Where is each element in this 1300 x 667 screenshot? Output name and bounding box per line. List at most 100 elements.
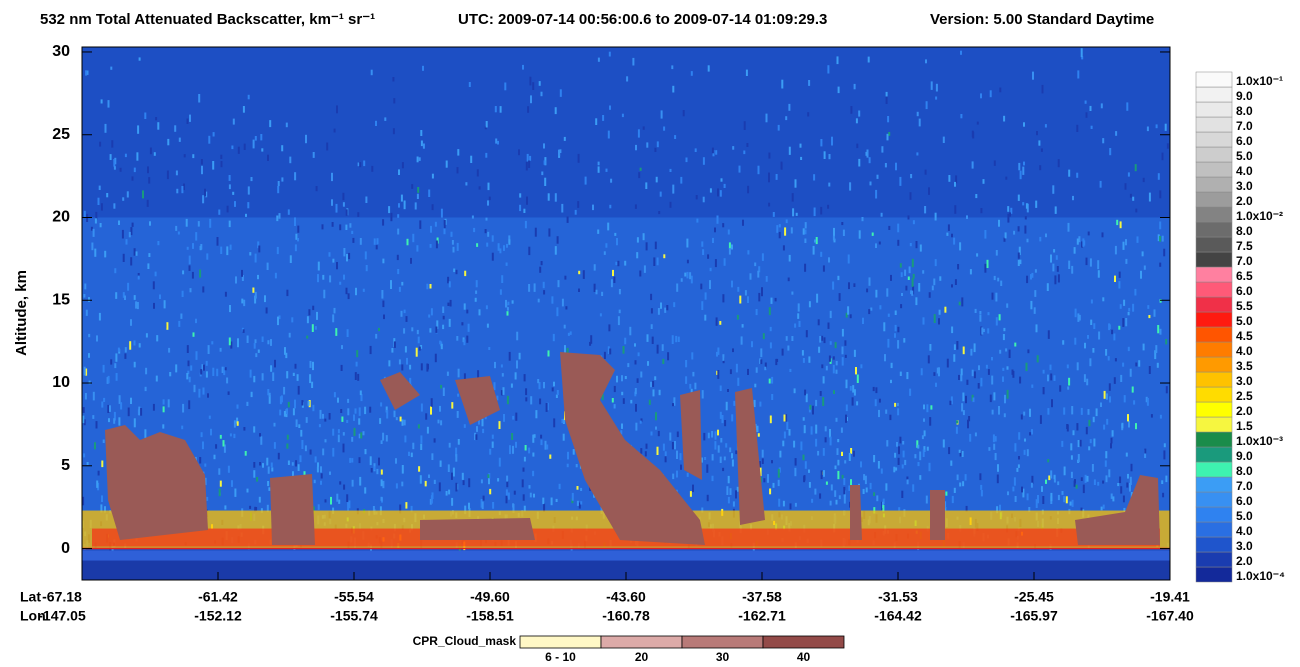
backscatter-speckle: [909, 192, 912, 200]
backscatter-speckle: [305, 134, 307, 144]
backscatter-speckle: [401, 481, 404, 487]
backscatter-speckle: [452, 246, 455, 253]
backscatter-speckle: [1093, 438, 1096, 447]
backscatter-speckle: [666, 305, 669, 311]
backscatter-speckle: [289, 156, 292, 164]
backscatter-speckle: [1085, 257, 1088, 266]
backscatter-speckle: [516, 331, 519, 341]
backscatter-speckle: [656, 344, 659, 354]
backscatter-speckle: [629, 326, 632, 336]
backscatter-speckle: [765, 113, 768, 123]
backscatter-speckle: [1059, 385, 1062, 392]
backscatter-speckle: [778, 498, 781, 507]
backscatter-speckle: [85, 368, 88, 376]
backscatter-speckle: [901, 293, 903, 296]
backscatter-speckle: [842, 229, 845, 236]
backscatter-speckle: [337, 434, 340, 443]
backscatter-speckle: [190, 365, 193, 371]
backscatter-speckle: [894, 452, 897, 458]
backscatter-speckle: [948, 175, 951, 182]
backscatter-speckle: [966, 215, 968, 219]
backscatter-speckle: [83, 419, 86, 426]
backscatter-speckle: [370, 468, 373, 473]
backscatter-speckle: [474, 297, 477, 302]
backscatter-speckle: [269, 120, 272, 128]
backscatter-speckle: [201, 364, 204, 371]
backscatter-speckle: [1031, 384, 1034, 388]
backscatter-speckle: [133, 167, 136, 173]
backscatter-speckle: [478, 186, 481, 190]
cloud: [105, 425, 208, 540]
backscatter-speckle: [1081, 241, 1083, 248]
backscatter-speckle: [1065, 496, 1068, 504]
backscatter-speckle: [923, 430, 926, 437]
backscatter-speckle: [873, 455, 876, 463]
backscatter-speckle: [364, 449, 367, 455]
backscatter-speckle: [392, 128, 395, 135]
cloud-mask-title: CPR_Cloud_mask: [413, 634, 517, 648]
lat-label: -55.54: [334, 589, 374, 605]
backscatter-speckle: [353, 414, 355, 421]
backscatter-speckle: [836, 56, 839, 65]
backscatter-speckle: [107, 100, 110, 108]
backscatter-speckle: [1051, 399, 1053, 408]
backscatter-speckle: [528, 284, 531, 292]
backscatter-speckle: [324, 499, 327, 503]
backscatter-speckle: [843, 494, 846, 504]
backscatter-speckle: [597, 229, 600, 234]
backscatter-speckle: [155, 375, 158, 382]
backscatter-speckle: [416, 193, 419, 199]
backscatter-speckle: [220, 246, 223, 254]
backscatter-speckle: [885, 91, 888, 97]
backscatter-speckle: [341, 416, 344, 422]
backscatter-speckle: [378, 327, 380, 332]
backscatter-speckle: [976, 253, 979, 257]
backscatter-speckle: [984, 263, 987, 273]
backscatter-speckle: [829, 341, 832, 345]
backscatter-speckle: [516, 360, 518, 369]
backscatter-speckle: [98, 185, 101, 190]
backscatter-speckle: [906, 479, 909, 485]
backscatter-speckle: [640, 418, 643, 422]
backscatter-speckle: [978, 365, 980, 371]
backscatter-speckle: [409, 364, 412, 370]
backscatter-speckle: [946, 232, 949, 236]
backscatter-speckle: [884, 163, 887, 168]
backscatter-speckle: [1034, 269, 1037, 273]
lat-label: -61.42: [198, 589, 238, 605]
backscatter-speckle: [420, 130, 423, 136]
backscatter-speckle: [956, 420, 959, 424]
backscatter-speckle: [838, 293, 841, 301]
backscatter-speckle: [882, 505, 885, 512]
colorbar-label: 7.0: [1236, 119, 1253, 133]
backscatter-speckle: [277, 316, 279, 326]
backscatter-speckle: [995, 317, 998, 326]
backscatter-speckle: [425, 413, 428, 420]
backscatter-speckle: [1024, 438, 1026, 442]
backscatter-speckle: [339, 224, 342, 231]
backscatter-speckle: [973, 371, 976, 379]
backscatter-speckle: [1087, 335, 1089, 339]
backscatter-speckle: [801, 350, 804, 356]
backscatter-speckle: [261, 148, 264, 152]
backscatter-speckle: [1023, 411, 1026, 416]
backscatter-speckle: [312, 506, 315, 514]
backscatter-speckle: [685, 360, 688, 368]
backscatter-speckle: [400, 194, 403, 202]
backscatter-speckle: [224, 505, 227, 510]
backscatter-speckle: [317, 274, 319, 283]
backscatter-speckle: [1166, 143, 1169, 149]
backscatter-speckle: [635, 422, 638, 431]
backscatter-speckle: [785, 336, 788, 341]
backscatter-speckle: [234, 488, 237, 497]
backscatter-speckle: [101, 460, 104, 468]
backscatter-speckle: [257, 241, 260, 249]
backscatter-speckle: [692, 371, 695, 377]
backscatter-speckle: [258, 245, 261, 253]
backscatter-speckle: [433, 479, 436, 484]
backscatter-speckle: [1113, 333, 1116, 341]
backscatter-speckle: [916, 111, 919, 117]
backscatter-speckle: [360, 432, 363, 439]
backscatter-speckle: [556, 307, 559, 317]
backscatter-speckle: [898, 446, 900, 455]
